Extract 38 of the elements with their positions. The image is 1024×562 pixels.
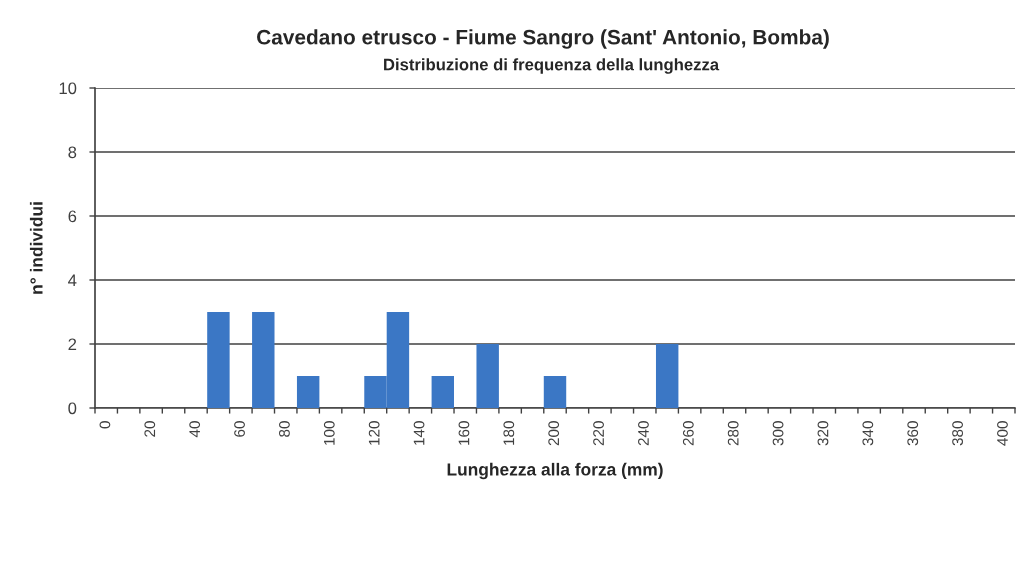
x-tick-label: 60 bbox=[234, 421, 245, 437]
x-tick-label: 40 bbox=[189, 421, 201, 438]
y-tick-label: 8 bbox=[68, 146, 77, 159]
x-tick-label: 220 bbox=[593, 421, 604, 446]
x-tick-label: 340 bbox=[862, 421, 874, 446]
bar bbox=[296, 376, 320, 408]
x-tick-label: 320 bbox=[817, 421, 829, 446]
x-tick-label: 180 bbox=[503, 421, 515, 445]
x-tick-label: 360 bbox=[907, 421, 919, 446]
chart-subtitle: Distribuzione di frequenza della lunghezza bbox=[384, 58, 720, 74]
x-tick-label: 0 bbox=[99, 421, 111, 429]
x-tick-label: 140 bbox=[413, 421, 425, 445]
x-axis-title: Lunghezza alla forza (mm) bbox=[447, 462, 663, 480]
x-tick-label: 160 bbox=[458, 421, 470, 445]
bar bbox=[207, 312, 230, 408]
bar bbox=[252, 312, 275, 408]
x-tick-label: 20 bbox=[144, 421, 156, 437]
x-tick-label: 380 bbox=[952, 421, 963, 446]
x-tick-label: 260 bbox=[682, 421, 694, 446]
y-tick-label: 10 bbox=[59, 82, 77, 95]
y-tick-label: 0 bbox=[68, 402, 77, 415]
bar bbox=[431, 376, 455, 408]
y-tick-label: 6 bbox=[68, 210, 77, 223]
x-tick-label: 100 bbox=[323, 421, 335, 445]
x-tick-label: 200 bbox=[548, 421, 560, 446]
bar bbox=[476, 344, 499, 408]
chart-title: Cavedano etrusco - Fiume Sangro (Sant' Antonio, Bomba) bbox=[257, 29, 829, 49]
bar bbox=[543, 376, 567, 408]
x-tick-label: 300 bbox=[772, 421, 784, 446]
y-tick-label: 2 bbox=[68, 338, 77, 351]
x-tick-label: 280 bbox=[727, 421, 739, 446]
x-tick-label: 400 bbox=[997, 421, 1008, 446]
x-tick-label: 80 bbox=[279, 421, 290, 437]
y-tick-label: 4 bbox=[68, 274, 77, 287]
x-tick-label: 120 bbox=[368, 421, 380, 445]
bar bbox=[655, 344, 679, 408]
y-axis-title: n° individui bbox=[29, 202, 43, 294]
x-tick-label: 240 bbox=[638, 421, 649, 446]
